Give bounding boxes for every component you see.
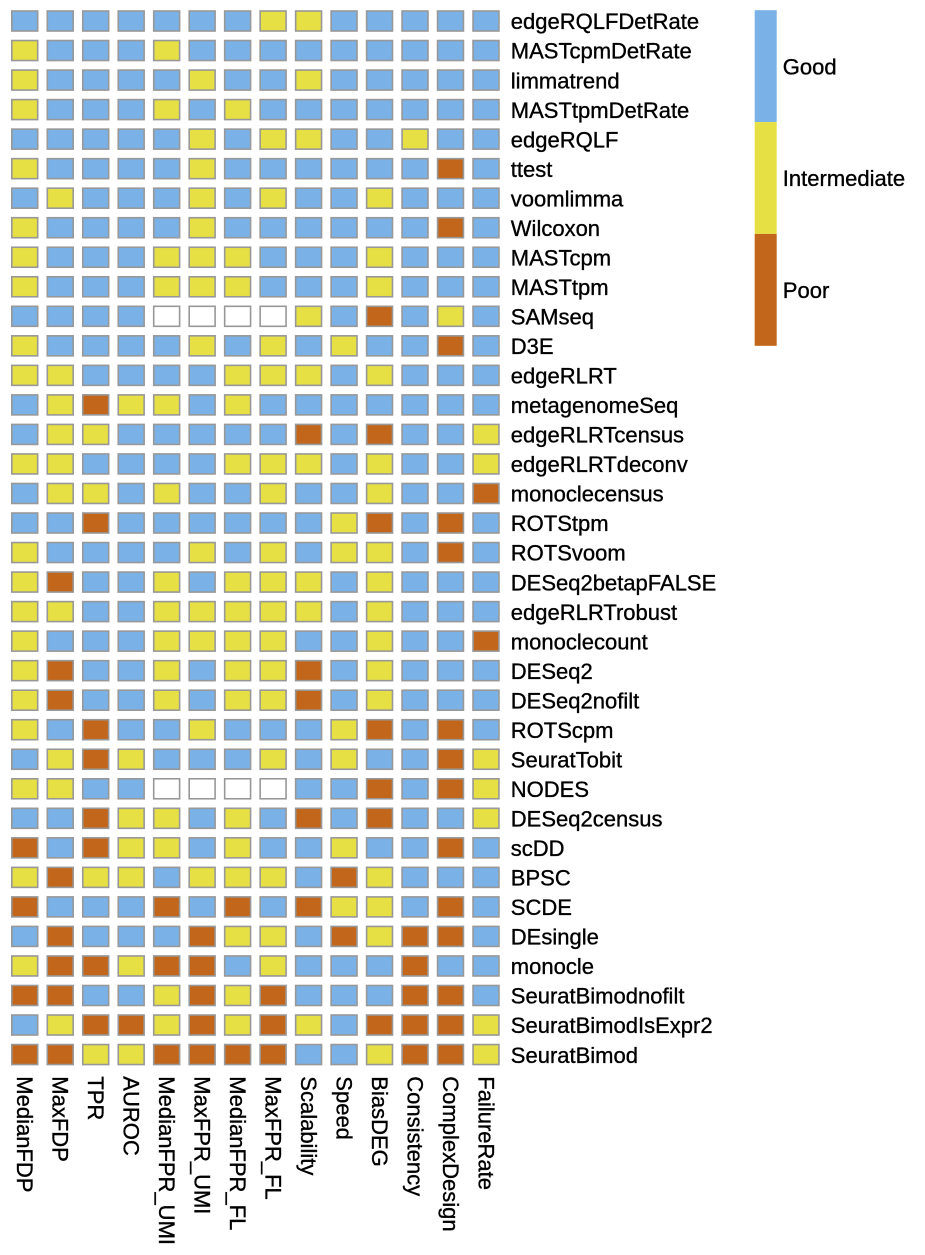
svg-text:DESeq2: DESeq2: [511, 659, 593, 684]
svg-text:DESeq2nofilt: DESeq2nofilt: [511, 688, 639, 713]
svg-text:DEsingle: DEsingle: [511, 925, 599, 950]
svg-text:SeuratTobit: SeuratTobit: [511, 747, 622, 772]
svg-text:MASTtpmDetRate: MASTtpmDetRate: [511, 98, 690, 123]
svg-text:TPR: TPR: [83, 1076, 108, 1120]
svg-text:ROTStpm: ROTStpm: [511, 511, 609, 536]
svg-text:AUROC: AUROC: [119, 1076, 144, 1156]
svg-text:ROTScpm: ROTScpm: [511, 718, 614, 743]
svg-text:DESeq2census: DESeq2census: [511, 807, 663, 832]
svg-text:monoclecensus: monoclecensus: [511, 482, 664, 507]
svg-text:Speed: Speed: [331, 1076, 356, 1140]
svg-text:SCDE: SCDE: [511, 895, 572, 920]
svg-text:MedianFPR_FL: MedianFPR_FL: [225, 1076, 250, 1230]
svg-text:ttest: ttest: [511, 157, 553, 182]
svg-text:Consistency: Consistency: [402, 1076, 427, 1196]
svg-text:SeuratBimodIsExpr2: SeuratBimodIsExpr2: [511, 1013, 713, 1038]
svg-text:MaxFDP: MaxFDP: [48, 1076, 73, 1162]
svg-text:Good: Good: [783, 54, 837, 79]
svg-text:scDD: scDD: [511, 836, 565, 861]
svg-text:MASTcpmDetRate: MASTcpmDetRate: [511, 39, 692, 64]
svg-text:MedianFPR_UMI: MedianFPR_UMI: [154, 1076, 179, 1245]
svg-text:edgeRQLF: edgeRQLF: [511, 127, 619, 152]
svg-text:Intermediate: Intermediate: [783, 166, 905, 191]
svg-text:ComplexDesign: ComplexDesign: [438, 1076, 463, 1231]
svg-text:edgeRQLFDetRate: edgeRQLFDetRate: [511, 9, 699, 34]
svg-text:Wilcoxon: Wilcoxon: [511, 216, 600, 241]
svg-text:edgeRLRTcensus: edgeRLRTcensus: [511, 423, 684, 448]
svg-text:SeuratBimod: SeuratBimod: [511, 1043, 638, 1068]
svg-text:metagenomeSeq: metagenomeSeq: [511, 393, 679, 418]
svg-text:D3E: D3E: [511, 334, 554, 359]
svg-text:edgeRLRTdeconv: edgeRLRTdeconv: [511, 452, 688, 477]
svg-text:BPSC: BPSC: [511, 866, 571, 891]
svg-text:edgeRLRTrobust: edgeRLRTrobust: [511, 600, 677, 625]
svg-text:limmatrend: limmatrend: [511, 68, 620, 93]
svg-text:NODES: NODES: [511, 777, 589, 802]
svg-text:monoclecount: monoclecount: [511, 629, 648, 654]
svg-text:MASTtpm: MASTtpm: [511, 275, 609, 300]
svg-text:Scalability: Scalability: [296, 1076, 321, 1175]
svg-text:monocle: monocle: [511, 954, 594, 979]
svg-text:DESeq2betapFALSE: DESeq2betapFALSE: [511, 570, 716, 595]
svg-text:MaxFPR_UMI: MaxFPR_UMI: [190, 1076, 215, 1214]
svg-text:voomlimma: voomlimma: [511, 186, 624, 211]
svg-text:SAMseq: SAMseq: [511, 305, 594, 330]
svg-text:MASTcpm: MASTcpm: [511, 245, 611, 270]
svg-text:MaxFPR_FL: MaxFPR_FL: [261, 1076, 286, 1199]
svg-text:BiasDEG: BiasDEG: [367, 1076, 392, 1166]
svg-text:FailureRate: FailureRate: [473, 1076, 498, 1190]
svg-text:edgeRLRT: edgeRLRT: [511, 364, 617, 389]
svg-text:ROTSvoom: ROTSvoom: [511, 541, 626, 566]
svg-text:SeuratBimodnofilt: SeuratBimodnofilt: [511, 984, 685, 1009]
svg-text:MedianFDP: MedianFDP: [12, 1076, 37, 1192]
svg-text:Poor: Poor: [783, 278, 829, 303]
